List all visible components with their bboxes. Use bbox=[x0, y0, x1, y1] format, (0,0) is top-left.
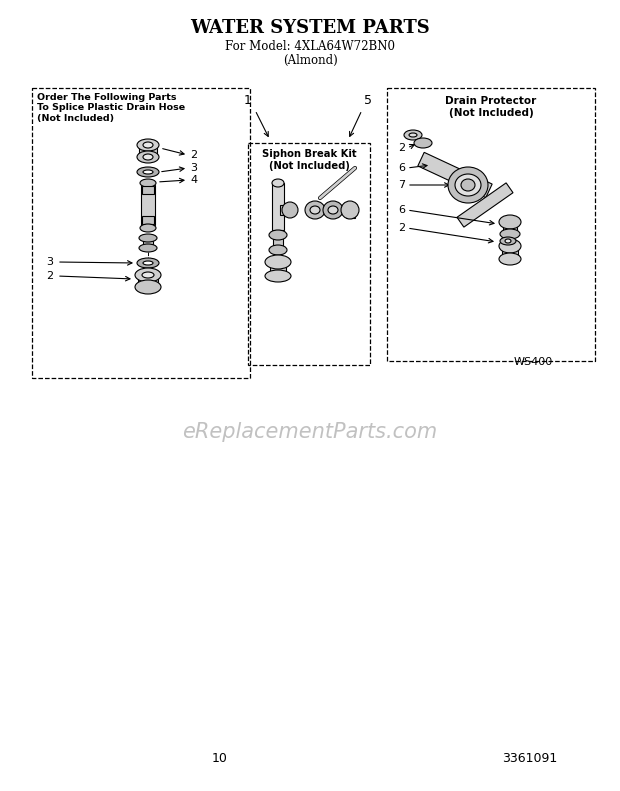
Text: 2: 2 bbox=[190, 150, 197, 160]
Text: 6: 6 bbox=[399, 163, 405, 173]
Text: Siphon Break Kit
(Not Included): Siphon Break Kit (Not Included) bbox=[262, 149, 356, 171]
Text: WS400: WS400 bbox=[513, 357, 552, 367]
Ellipse shape bbox=[139, 234, 157, 242]
Ellipse shape bbox=[499, 215, 521, 229]
Text: 6: 6 bbox=[399, 205, 405, 215]
Text: WATER SYSTEM PARTS: WATER SYSTEM PARTS bbox=[190, 19, 430, 37]
Ellipse shape bbox=[137, 167, 159, 177]
Ellipse shape bbox=[269, 230, 287, 240]
Ellipse shape bbox=[137, 258, 159, 268]
Ellipse shape bbox=[139, 244, 157, 252]
Bar bbox=[273, 238, 283, 250]
Text: eReplacementParts.com: eReplacementParts.com bbox=[182, 422, 438, 442]
Ellipse shape bbox=[500, 229, 520, 239]
Ellipse shape bbox=[142, 272, 154, 278]
Ellipse shape bbox=[143, 261, 153, 265]
Ellipse shape bbox=[455, 174, 481, 196]
Bar bbox=[139, 147, 157, 157]
Bar bbox=[345, 213, 355, 218]
Bar bbox=[502, 248, 518, 258]
Ellipse shape bbox=[140, 224, 156, 232]
Ellipse shape bbox=[137, 139, 159, 151]
Ellipse shape bbox=[135, 280, 161, 294]
Ellipse shape bbox=[143, 154, 153, 160]
Ellipse shape bbox=[310, 206, 320, 214]
Ellipse shape bbox=[272, 179, 284, 187]
Ellipse shape bbox=[404, 130, 422, 140]
Ellipse shape bbox=[137, 151, 159, 163]
Text: (Almond): (Almond) bbox=[283, 54, 337, 66]
Text: 3361091: 3361091 bbox=[502, 751, 557, 764]
Ellipse shape bbox=[409, 133, 417, 137]
Bar bbox=[280, 205, 292, 215]
Bar bbox=[141, 185, 155, 225]
Ellipse shape bbox=[499, 239, 521, 253]
Ellipse shape bbox=[500, 237, 516, 245]
Ellipse shape bbox=[461, 179, 475, 191]
Bar bbox=[142, 216, 154, 224]
Text: 7: 7 bbox=[399, 180, 405, 190]
Text: 2: 2 bbox=[399, 223, 405, 233]
Bar bbox=[142, 186, 154, 194]
Ellipse shape bbox=[140, 179, 156, 187]
Ellipse shape bbox=[499, 253, 521, 265]
Ellipse shape bbox=[328, 206, 338, 214]
Text: 2: 2 bbox=[399, 143, 405, 153]
Text: For Model: 4XLA64W72BN0: For Model: 4XLA64W72BN0 bbox=[225, 40, 395, 52]
Ellipse shape bbox=[341, 201, 359, 219]
Ellipse shape bbox=[305, 201, 325, 219]
Text: 4: 4 bbox=[190, 175, 197, 185]
Ellipse shape bbox=[265, 270, 291, 282]
Bar bbox=[270, 264, 286, 276]
Bar bbox=[272, 183, 284, 230]
Ellipse shape bbox=[323, 201, 343, 219]
Ellipse shape bbox=[135, 268, 161, 282]
Ellipse shape bbox=[505, 239, 511, 243]
Bar bbox=[143, 240, 153, 248]
Polygon shape bbox=[457, 183, 513, 227]
Text: 2: 2 bbox=[46, 271, 53, 281]
Text: 5: 5 bbox=[364, 93, 372, 107]
Ellipse shape bbox=[143, 142, 153, 148]
Ellipse shape bbox=[143, 170, 153, 174]
Ellipse shape bbox=[448, 167, 488, 203]
Text: Order The Following Parts
To Splice Plastic Drain Hose
(Not Included): Order The Following Parts To Splice Plas… bbox=[37, 93, 185, 123]
Text: 10: 10 bbox=[212, 751, 228, 764]
Polygon shape bbox=[418, 153, 492, 198]
Text: 1: 1 bbox=[244, 93, 252, 107]
Bar bbox=[138, 277, 158, 287]
Ellipse shape bbox=[269, 245, 287, 255]
Ellipse shape bbox=[282, 202, 298, 218]
Ellipse shape bbox=[414, 138, 432, 148]
Text: Drain Protector
(Not Included): Drain Protector (Not Included) bbox=[445, 96, 537, 118]
Ellipse shape bbox=[265, 255, 291, 269]
Text: 3: 3 bbox=[190, 163, 197, 173]
Bar bbox=[503, 224, 517, 234]
Text: 3: 3 bbox=[46, 257, 53, 267]
